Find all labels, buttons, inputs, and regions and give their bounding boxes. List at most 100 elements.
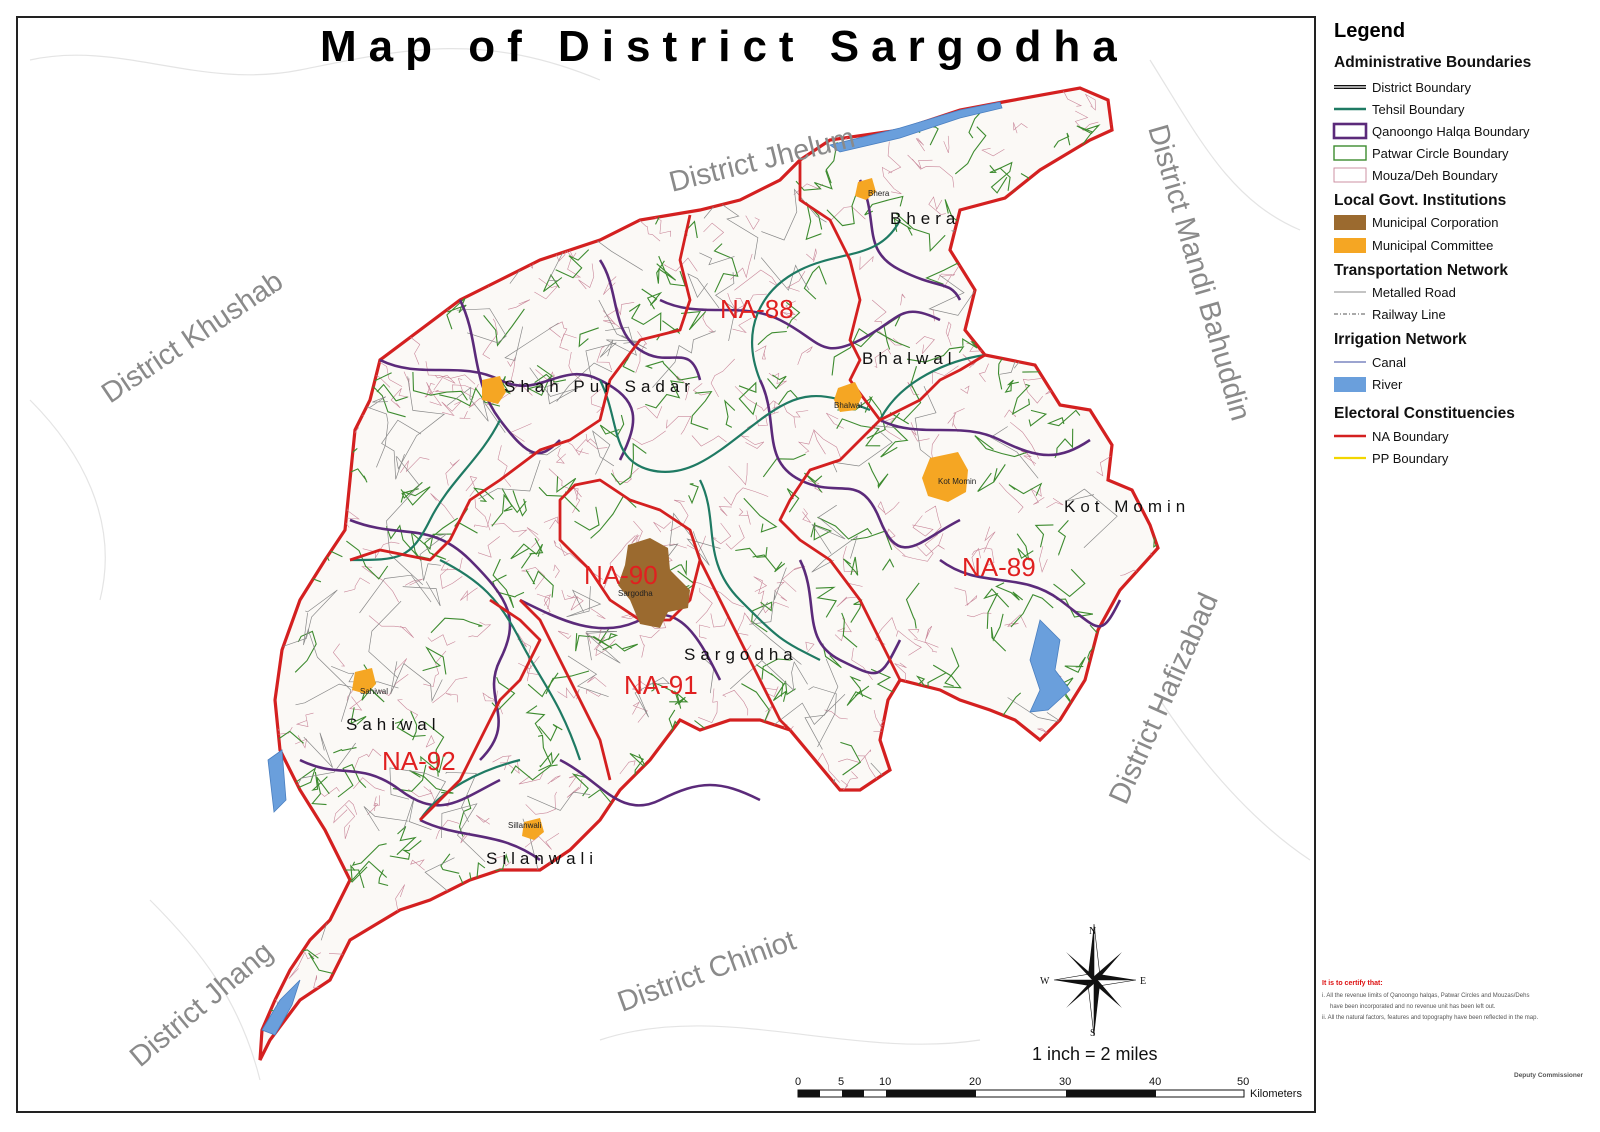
boundary-segment <box>527 791 591 811</box>
boundary-segment <box>423 650 447 687</box>
boundary-segment <box>542 273 563 293</box>
boundary-segment <box>602 310 623 331</box>
boundary-segment <box>990 860 1038 887</box>
boundary-segment <box>303 732 333 768</box>
boundary-segment <box>947 408 965 424</box>
boundary-segment <box>635 924 655 945</box>
legend-item-district: District Boundary <box>1372 80 1471 95</box>
district-boundary[interactable] <box>258 86 1160 1061</box>
boundary-segment <box>751 601 773 633</box>
boundary-segment <box>400 457 430 473</box>
boundary-segment <box>340 354 370 384</box>
boundary-segment <box>260 173 318 217</box>
boundary-segment <box>518 978 555 1005</box>
boundary-segment <box>741 435 765 449</box>
boundary-segment <box>1016 533 1034 562</box>
boundary-segment <box>553 999 569 1018</box>
boundary-segment <box>575 633 613 652</box>
legend-item-committee: Municipal Committee <box>1372 238 1494 253</box>
boundary-segment <box>881 166 902 195</box>
boundary-segment <box>483 308 525 347</box>
boundary-segment <box>368 615 414 639</box>
boundary-segment <box>738 508 751 525</box>
boundary-segment <box>990 426 1039 479</box>
boundary-segment <box>946 1002 978 1023</box>
na-boundaries <box>349 160 986 821</box>
boundary-segment <box>1084 93 1096 111</box>
legend-heading-lgi: Local Govt. Institutions <box>1334 192 1507 209</box>
boundary-segment <box>925 262 959 285</box>
boundary-segment <box>904 936 934 955</box>
boundary-segment <box>921 724 937 748</box>
boundary-segment <box>735 547 768 558</box>
boundary-segment <box>333 799 358 824</box>
boundary-segment <box>861 969 873 986</box>
boundary-segment <box>487 886 511 909</box>
boundary-segment <box>1081 892 1090 919</box>
boundary-segment <box>480 89 494 116</box>
boundary-segment <box>679 749 697 766</box>
boundary-segment <box>714 272 736 341</box>
boundary-segment <box>435 819 460 840</box>
boundary-segment <box>324 204 345 218</box>
boundary-segment <box>560 243 582 278</box>
boundary-segment <box>1049 768 1073 781</box>
boundary-segment <box>527 672 559 698</box>
tehsil-label-sargodha: Sargodha <box>684 645 798 664</box>
boundary-segment <box>636 405 663 419</box>
boundary-segment <box>425 361 476 385</box>
boundary-segment <box>553 540 569 555</box>
boundary-segment <box>680 821 700 835</box>
boundary-segment <box>570 980 585 1009</box>
boundary-segment <box>267 500 303 548</box>
boundary-segment <box>1104 361 1128 387</box>
boundary-segment <box>596 346 612 371</box>
boundary-segment <box>501 1007 516 1022</box>
boundary-segment <box>702 1008 726 1016</box>
boundary-segment <box>976 841 1011 896</box>
legend-symbol-corporation <box>1334 215 1366 230</box>
boundary-segment <box>633 159 655 183</box>
boundary-segment <box>477 536 500 558</box>
boundary-segment <box>815 586 837 618</box>
boundary-segment <box>1133 630 1149 648</box>
boundary-segment <box>1007 697 1063 723</box>
boundary-segment <box>345 399 359 409</box>
boundary-segment <box>337 763 367 798</box>
boundary-segment <box>542 594 552 615</box>
boundary-segment <box>482 318 498 360</box>
boundary-segment <box>691 435 727 447</box>
boundary-segment <box>1020 196 1043 211</box>
boundary-segment <box>498 119 509 133</box>
boundary-segment <box>458 1003 481 1027</box>
boundary-segment <box>422 129 436 143</box>
boundary-segment <box>907 629 920 640</box>
boundary-segment <box>567 655 609 698</box>
boundary-segment <box>738 381 758 416</box>
boundary-segment <box>410 859 425 871</box>
boundary-segment <box>746 839 785 865</box>
boundary-segment <box>273 503 315 527</box>
boundary-segment <box>510 423 532 442</box>
boundary-segment <box>1115 270 1140 283</box>
legend-item-patwar: Patwar Circle Boundary <box>1372 146 1509 161</box>
boundary-segment <box>970 800 997 836</box>
scale-tick-10: 10 <box>879 1076 892 1088</box>
boundary-segment <box>887 141 902 174</box>
compass-w: W <box>1040 976 1050 987</box>
boundary-segment <box>349 696 363 711</box>
boundary-segment <box>599 414 625 438</box>
boundary-segment <box>761 658 791 680</box>
boundary-segment <box>304 355 334 399</box>
boundary-segment <box>606 804 633 842</box>
boundary-segment <box>976 991 995 1022</box>
na-label-88: NA-88 <box>720 294 794 324</box>
boundary-segment <box>641 288 663 310</box>
boundary-segment <box>260 347 279 367</box>
boundary-segment <box>699 252 735 266</box>
boundary-segment <box>557 630 572 640</box>
boundary-segment <box>353 748 382 772</box>
boundary-segment <box>397 699 419 719</box>
na-label-89: NA-89 <box>962 552 1036 582</box>
